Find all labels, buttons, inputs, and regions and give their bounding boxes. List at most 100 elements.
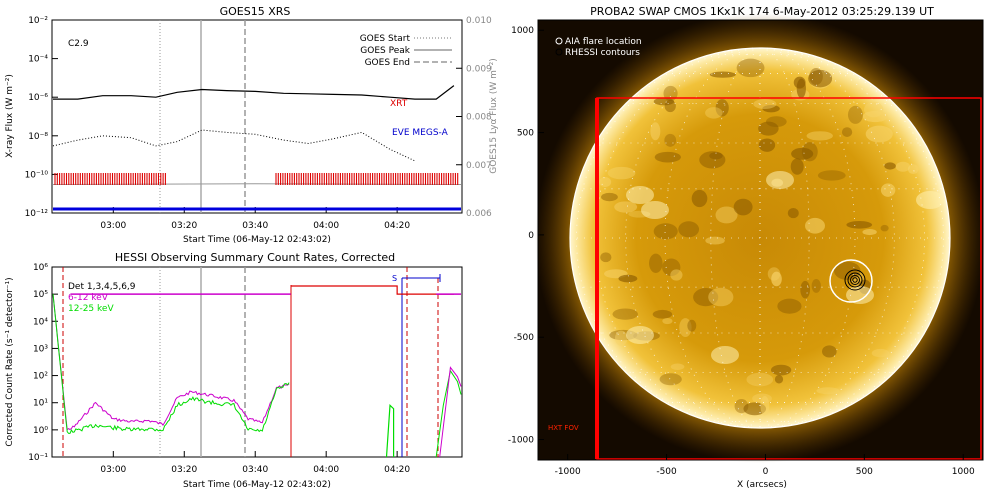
swap-surface-feature	[790, 158, 804, 175]
swap-surface-feature	[758, 121, 779, 136]
swap-surface-feature	[659, 373, 682, 386]
swap-x-axis: -1000 -500 0 500 1000	[555, 454, 975, 477]
goes-xrs-series	[53, 85, 455, 100]
hessi-y-tick-label: 10⁴	[33, 317, 48, 327]
swap-surface-feature	[760, 395, 770, 416]
hessi-y-axis: 10⁶ 10⁵ 10⁴ 10³ 10² 10¹ 10⁰ 10⁻¹	[28, 263, 58, 463]
goes-x-tick-label: 04:20	[384, 221, 410, 231]
goes-legend: GOES Start GOES Peak GOES End	[360, 34, 452, 68]
swap-y-tick-label: 1000	[511, 26, 534, 36]
swap-surface-feature	[884, 162, 896, 170]
swap-surface-feature	[612, 308, 638, 320]
goes-y-tick-label: 10⁻⁶	[28, 93, 48, 103]
goes-lya-series	[52, 183, 462, 185]
swap-surface-feature	[715, 206, 738, 224]
goes-left-axis: 10⁻² 10⁻⁴ 10⁻⁶ 10⁻⁸ 10⁻¹⁰ 10⁻¹²	[25, 16, 58, 219]
swap-surface-feature	[653, 223, 678, 240]
goes-x-label: Start Time (06-May-12 02:43:02)	[183, 235, 331, 245]
hessi-y-tick-label: 10⁰	[33, 426, 48, 436]
goes-x-tick-label: 03:40	[242, 221, 268, 231]
swap-surface-feature	[777, 298, 802, 314]
swap-legend-rhessi: RHESSI contours	[565, 48, 640, 58]
swap-surface-feature	[846, 220, 873, 229]
swap-legend-aia: AIA flare location	[565, 37, 642, 47]
goes-short-channel-series	[52, 129, 416, 162]
swap-surface-feature	[618, 274, 638, 283]
swap-surface-feature	[822, 345, 837, 358]
hessi-x-tick-label: 03:00	[100, 465, 126, 475]
goes-y2-tick-label: 0.007	[466, 161, 492, 171]
hessi-legend-6-12: 6-12 keV	[68, 293, 109, 303]
swap-plot-frame	[537, 19, 984, 461]
swap-surface-feature	[895, 161, 911, 172]
hessi-s-label: S	[392, 274, 397, 283]
swap-surface-feature	[679, 318, 692, 337]
swap-surface-feature	[652, 309, 673, 319]
swap-surface-feature	[791, 147, 814, 160]
swap-surface-feature	[705, 107, 723, 119]
swap-surface-feature	[871, 348, 890, 358]
hessi-title: HESSI Observing Summary Count Rates, Cor…	[115, 251, 395, 264]
hessi-y-tick-label: 10¹	[33, 399, 48, 409]
swap-heliographic-grid	[570, 47, 950, 429]
swap-surface-feature	[663, 85, 678, 101]
swap-y-tick-label: 0	[528, 231, 534, 241]
hessi-12-25-kev-series	[52, 294, 290, 434]
hessi-y-label: Corrected Count Rate (s⁻¹ detector⁻¹)	[5, 277, 15, 446]
swap-surface-feature	[678, 221, 700, 238]
swap-active-region	[711, 346, 739, 364]
swap-panel: PROBA2 SWAP CMOS 1Kx1K 174 6-May-2012 03…	[508, 5, 985, 490]
swap-surface-feature	[736, 58, 765, 78]
swap-surface-feature	[715, 99, 729, 117]
swap-y-axis: 1000 500 0 -500 -1000	[508, 26, 544, 446]
swap-surface-feature	[862, 110, 888, 123]
hessi-spike-green	[385, 403, 395, 458]
swap-surface-feature	[862, 228, 877, 236]
swap-grid-longitude	[759, 47, 925, 429]
swap-surface-feature	[746, 372, 774, 387]
swap-x-tick-label: -1000	[555, 467, 581, 477]
goes-legend-peak: GOES Peak	[360, 46, 410, 56]
swap-x-tick-label: 1000	[952, 467, 975, 477]
swap-surface-feature	[806, 131, 833, 141]
hessi-late-burst-magenta	[439, 366, 462, 458]
goes-legend-start: GOES Start	[360, 34, 411, 44]
swap-surface-feature	[809, 68, 823, 86]
hessi-y-tick-label: 10⁶	[33, 263, 48, 273]
swap-surface-feature	[649, 253, 663, 273]
swap-surface-feature	[691, 189, 708, 208]
goes-eve-label: EVE MEGS-A	[392, 128, 449, 138]
swap-surface-feature	[793, 76, 806, 89]
swap-surface-feature	[607, 166, 636, 180]
hessi-y-tick-label: 10³	[33, 344, 48, 354]
swap-surface-feature	[614, 201, 638, 213]
swap-surface-feature	[670, 269, 683, 281]
swap-surface-feature	[770, 364, 792, 376]
swap-surface-feature	[687, 319, 697, 332]
swap-surface-feature	[664, 133, 677, 147]
hessi-x-tick-label: 04:00	[313, 465, 339, 475]
swap-surface-feature	[907, 164, 919, 174]
hessi-plot-frame	[51, 266, 463, 458]
goes-x-tick-label: 03:20	[171, 221, 197, 231]
goes-y2-tick-label: 0.006	[466, 209, 492, 219]
swap-surface-feature	[805, 217, 826, 234]
swap-surface-feature	[705, 236, 725, 245]
goes-y-tick-label: 10⁻¹²	[25, 209, 49, 219]
goes-y-tick-label: 10⁻⁸	[28, 132, 48, 142]
swap-surface-feature	[733, 198, 753, 216]
hessi-x-tick-label: 04:20	[384, 465, 410, 475]
swap-surface-feature	[865, 125, 893, 143]
swap-surface-feature	[662, 318, 673, 325]
hessi-y-tick-label: 10²	[33, 372, 48, 382]
swap-x-tick-label: 500	[856, 467, 873, 477]
swap-surface-feature	[599, 176, 612, 188]
goes-x-axis: 03:00 03:20 03:40 04:00 04:20	[100, 207, 410, 231]
goes-xrt-label: XRT	[390, 99, 408, 109]
swap-legend-rhessi-symbol	[555, 48, 563, 56]
swap-y-tick-label: -500	[514, 333, 535, 343]
swap-surface-feature	[758, 138, 776, 152]
swap-legend: AIA flare location RHESSI contours	[555, 37, 642, 58]
swap-surface-feature	[774, 375, 784, 384]
